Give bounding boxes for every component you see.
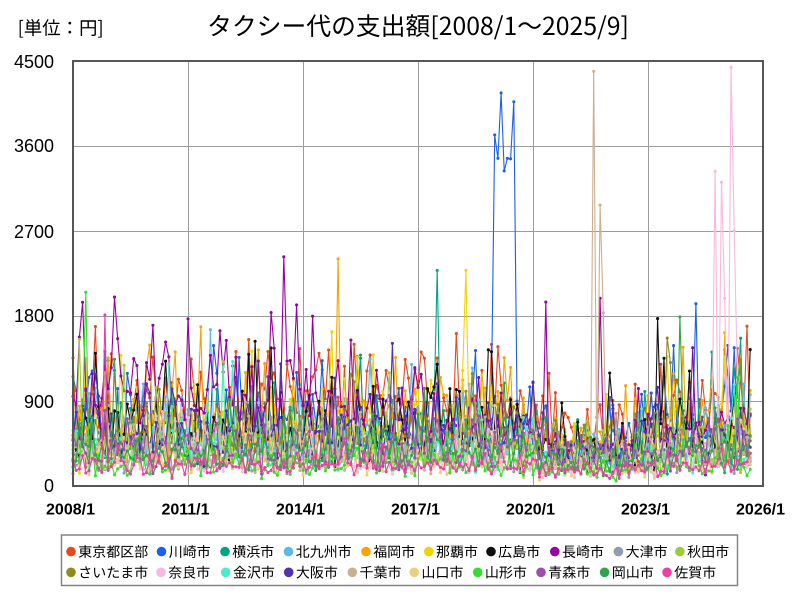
svg-text:2014/1: 2014/1 bbox=[276, 502, 325, 519]
svg-text:3600: 3600 bbox=[14, 136, 54, 156]
svg-text:2008/1: 2008/1 bbox=[46, 502, 95, 519]
svg-text:2017/1: 2017/1 bbox=[391, 502, 440, 519]
svg-text:2700: 2700 bbox=[14, 222, 54, 242]
svg-text:1800: 1800 bbox=[14, 306, 54, 326]
svg-text:2020/1: 2020/1 bbox=[506, 502, 555, 519]
svg-text:2023/1: 2023/1 bbox=[621, 502, 670, 519]
svg-text:2026/1: 2026/1 bbox=[736, 502, 785, 519]
svg-text:0: 0 bbox=[44, 476, 54, 496]
svg-text:4500: 4500 bbox=[14, 52, 54, 72]
svg-text:900: 900 bbox=[24, 392, 54, 412]
svg-text:2011/1: 2011/1 bbox=[161, 502, 209, 519]
